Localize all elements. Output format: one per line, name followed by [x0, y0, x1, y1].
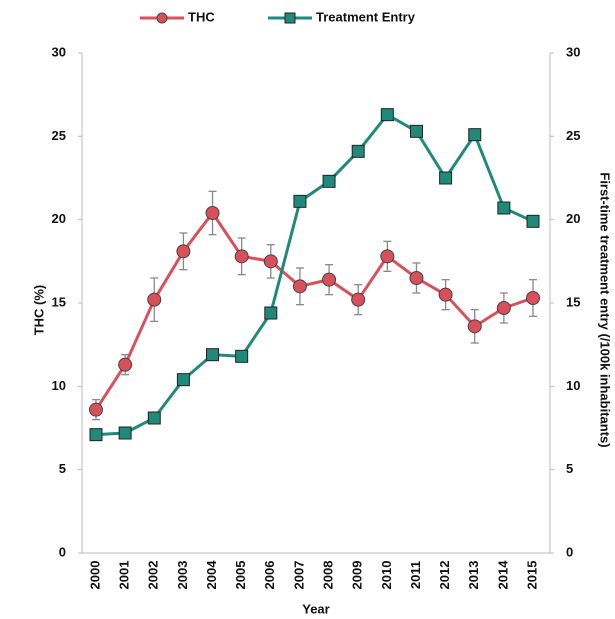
series-line	[94, 210, 534, 411]
marker	[147, 411, 161, 425]
marker	[409, 271, 424, 285]
marker	[467, 319, 482, 334]
marker	[205, 206, 220, 220]
marker	[439, 171, 453, 185]
marker	[263, 254, 278, 269]
x-tick-label: 2013	[466, 561, 481, 590]
x-tick-label: 2003	[175, 561, 190, 590]
x-tick-label: 2005	[233, 561, 248, 590]
marker	[438, 287, 453, 302]
legend-label: Treatment Entry	[316, 9, 416, 24]
x-tick-label: 2008	[321, 561, 336, 590]
marker	[118, 426, 132, 440]
x-tick-label: 2011	[408, 561, 423, 589]
y2-tick-label: 30	[566, 44, 580, 59]
marker	[380, 249, 395, 264]
marker	[526, 291, 540, 305]
y2-tick-label: 25	[566, 128, 580, 143]
marker	[322, 174, 336, 188]
y2-axis-label: First-time treatment entry (/100k inhabi…	[598, 172, 613, 447]
y2-tick-label: 20	[566, 211, 580, 226]
x-tick-label: 2001	[117, 561, 132, 590]
marker	[351, 292, 366, 307]
marker	[292, 279, 307, 294]
marker	[235, 349, 249, 363]
y-tick-label: 20	[52, 211, 66, 226]
marker	[468, 128, 482, 142]
marker	[293, 194, 307, 208]
marker	[264, 306, 278, 320]
x-tick-label: 2007	[291, 561, 306, 590]
marker	[176, 244, 191, 259]
x-axis-label: Year	[302, 601, 329, 616]
marker	[234, 249, 249, 264]
marker	[496, 301, 511, 315]
y2-tick-label: 0	[566, 544, 573, 559]
marker	[176, 373, 190, 387]
marker	[89, 428, 103, 442]
y-tick-label: 15	[52, 294, 66, 309]
legend-marker	[284, 12, 296, 24]
marker	[497, 201, 511, 215]
x-tick-label: 2010	[379, 561, 394, 590]
marker	[206, 348, 220, 362]
x-tick-label: 2004	[204, 560, 219, 590]
marker	[89, 402, 103, 417]
y-tick-label: 10	[52, 378, 66, 393]
marker	[409, 124, 423, 138]
y-tick-label: 25	[52, 128, 66, 143]
x-tick-label: 2006	[262, 561, 277, 590]
series-line	[95, 112, 534, 437]
marker	[351, 144, 365, 158]
x-tick-label: 2015	[524, 561, 539, 590]
x-tick-label: 2009	[350, 561, 365, 590]
marker	[118, 357, 133, 372]
x-tick-label: 2002	[146, 561, 161, 590]
y-tick-label: 5	[59, 461, 66, 476]
legend-label: THC	[188, 9, 215, 24]
y2-tick-label: 5	[566, 461, 573, 476]
legend-marker	[156, 12, 168, 24]
y2-tick-label: 15	[566, 294, 580, 309]
y-tick-label: 30	[52, 44, 66, 59]
y-axis-label: THC (%)	[31, 285, 46, 336]
x-tick-label: 2012	[437, 561, 452, 590]
marker	[380, 108, 394, 122]
x-tick-label: 2000	[87, 561, 102, 590]
marker	[147, 292, 162, 307]
marker	[322, 272, 337, 287]
x-tick-label: 2014	[495, 560, 510, 590]
y-tick-label: 0	[59, 544, 66, 559]
y2-tick-label: 10	[566, 378, 580, 393]
marker	[526, 214, 540, 228]
